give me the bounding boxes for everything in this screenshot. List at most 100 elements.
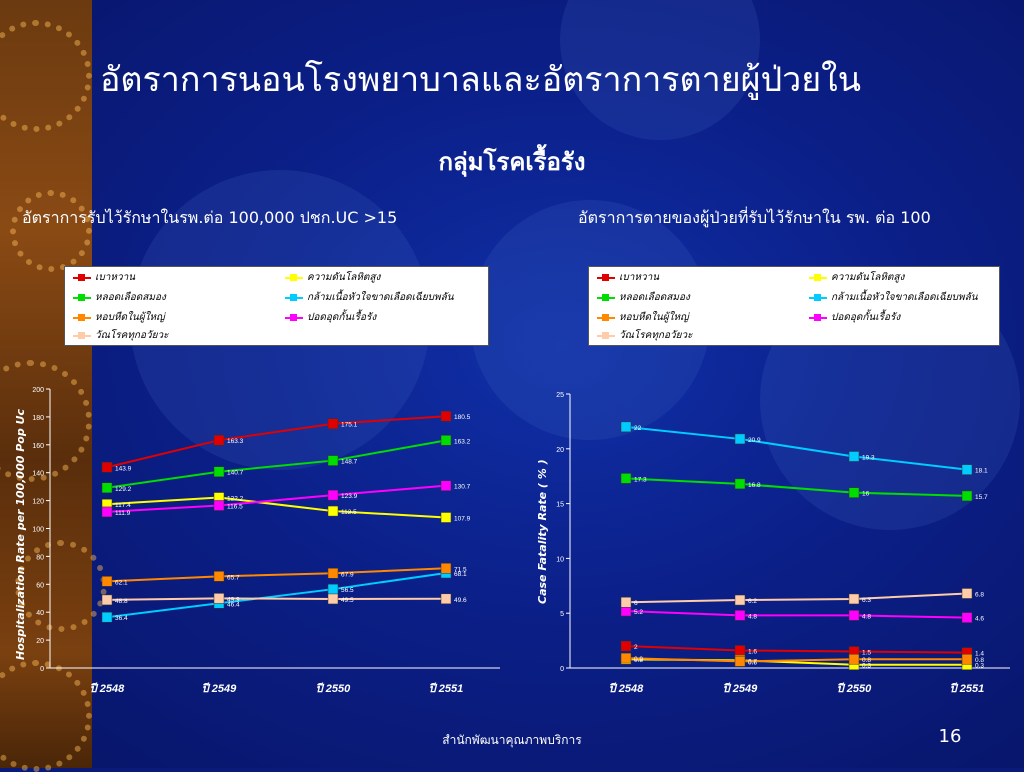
data-label: 122.2 <box>227 496 244 503</box>
data-label: 6 <box>634 600 638 607</box>
legend-marker <box>814 274 821 281</box>
x-tick-label: ปี 2551 <box>429 682 464 695</box>
data-point-marker <box>327 455 339 466</box>
data-label: 117.4 <box>115 502 131 509</box>
right-panel-title: อัตราการตายของผู้ป่วยที่รับไว้รักษาใน รพ… <box>578 208 931 227</box>
legend-marker <box>78 314 85 321</box>
legend-label: ปอดอุดกั้นเรื้อรัง <box>831 312 901 323</box>
data-point-marker <box>327 505 339 517</box>
data-point-marker <box>440 480 452 491</box>
data-label: 112.5 <box>341 509 357 516</box>
data-label: 49.9 <box>227 596 240 603</box>
data-point-marker <box>848 610 860 621</box>
data-point-marker <box>961 464 973 475</box>
case-fatality-rate-chart: 0 5 10 15 20 25 ปี 2548 ปี 2549 ปี 2550 ปี 2551 2 1… <box>556 392 1010 695</box>
right-chart-legend: เบาหวาน ความดันโลหิตสูง หลอดเลือดสมอง กล้าม… <box>588 266 1000 346</box>
legend-label: ความดันโลหิตสูง <box>307 272 381 283</box>
x-tick-label: ปี 2548 <box>609 682 644 695</box>
data-label: 123.9 <box>341 493 358 500</box>
data-point-marker <box>440 593 452 605</box>
data-point-marker <box>101 506 113 518</box>
slide-title: อัตราการนอนโรงพยาบาลและอัตราการตายผู้ป่ว… <box>100 60 862 100</box>
series-line <box>625 657 967 663</box>
x-tick-label: ปี 2548 <box>90 682 125 695</box>
data-point-marker <box>101 482 113 494</box>
legend-marker <box>78 294 85 301</box>
legend-label: ปอดอุดกั้นเรื้อรัง <box>307 312 377 323</box>
data-point-marker <box>961 490 973 502</box>
data-label: 130.7 <box>454 484 471 491</box>
y-tick-label: 200 <box>32 387 44 394</box>
data-label: 17.3 <box>634 476 647 483</box>
data-label: 180.5 <box>454 414 471 421</box>
data-label: 22 <box>634 425 642 432</box>
legend-marker <box>814 294 821 301</box>
legend-label: ความดันโลหิตสูง <box>831 272 905 283</box>
data-point-marker <box>327 489 339 501</box>
data-point-marker <box>101 576 113 587</box>
series-line <box>106 496 447 519</box>
data-label: 46.4 <box>227 601 240 608</box>
series-line <box>106 597 447 601</box>
y-tick-label: 60 <box>36 582 44 589</box>
legend-label: เบาหวาน <box>95 272 136 283</box>
y-tick-label: 120 <box>32 499 44 506</box>
series-line <box>625 477 968 497</box>
data-label: 129.2 <box>115 486 132 493</box>
data-label: 116.5 <box>227 503 243 510</box>
data-label: 36.4 <box>115 615 128 622</box>
series-line <box>106 439 447 489</box>
data-point-marker <box>734 656 746 667</box>
data-label: 175.1 <box>341 422 358 429</box>
slide-subtitle: กลุ่มโรคเรื้อรัง <box>438 148 586 176</box>
data-point-marker <box>327 583 339 595</box>
legend-marker <box>602 294 609 301</box>
data-label: 20.9 <box>748 437 761 444</box>
data-point-marker <box>848 451 860 462</box>
series-line <box>625 645 968 654</box>
footer-text: สำนักพัฒนาคุณภาพบริการ <box>442 733 582 747</box>
data-label: 143.9 <box>115 465 132 472</box>
y-tick-label: 5 <box>560 611 564 618</box>
data-point-marker <box>620 596 632 608</box>
y-tick-label: 15 <box>556 502 564 509</box>
y-tick-label: 160 <box>32 443 44 450</box>
data-label: 15.7 <box>975 494 988 501</box>
data-point-marker <box>101 462 113 473</box>
data-point-marker <box>620 652 632 664</box>
x-tick-label: ปี 2551 <box>950 682 985 695</box>
data-label: 1.4 <box>975 651 984 658</box>
legend-label: วัณโรคทุกอวัยวะ <box>95 330 169 341</box>
gear-icon <box>10 190 92 272</box>
legend-marker <box>78 332 85 339</box>
x-tick-label: ปี 2549 <box>202 682 237 695</box>
data-point-marker <box>213 434 225 446</box>
data-point-marker <box>961 588 973 599</box>
legend-marker <box>290 274 297 281</box>
data-point-marker <box>620 473 632 484</box>
data-label: 16 <box>862 491 870 498</box>
y-tick-label: 20 <box>36 638 44 645</box>
data-label: 1.6 <box>748 648 757 655</box>
data-label: 0.8 <box>975 657 984 664</box>
data-label: 140.7 <box>227 470 244 477</box>
y-tick-label: 20 <box>556 447 564 454</box>
series-line <box>625 610 968 619</box>
data-point-marker <box>961 653 973 665</box>
series-line <box>106 415 447 469</box>
data-point-marker <box>848 653 860 665</box>
legend-label: เบาหวาน <box>619 272 660 283</box>
data-label: 163.2 <box>454 438 471 445</box>
data-point-marker <box>327 593 339 605</box>
data-label: 6.2 <box>748 598 757 605</box>
data-point-marker <box>734 610 746 621</box>
data-label: 148.7 <box>341 459 358 466</box>
data-label: 5.2 <box>634 609 643 616</box>
data-point-marker <box>440 512 452 523</box>
legend-marker <box>602 332 609 339</box>
y-tick-label: 100 <box>32 527 44 534</box>
data-label: 16.8 <box>748 482 761 489</box>
page-number: 16 <box>938 726 962 747</box>
data-point-marker <box>101 611 113 623</box>
data-label: 48.8 <box>115 598 128 605</box>
